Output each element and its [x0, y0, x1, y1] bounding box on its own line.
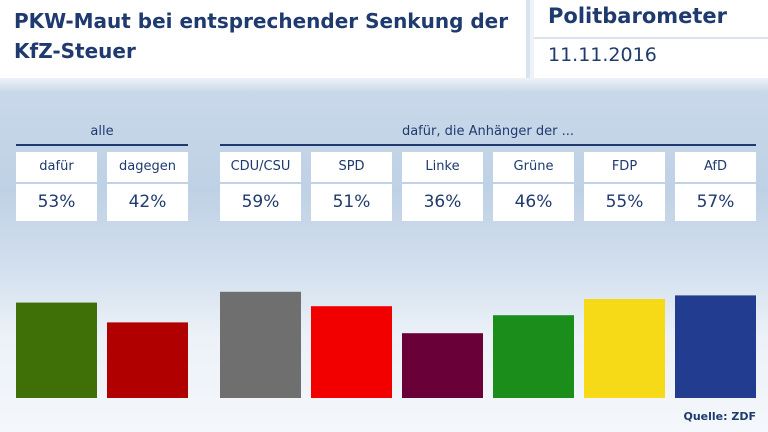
brand-panel: Politbarometer 11.11.2016	[534, 0, 768, 78]
value-label: 36%	[402, 184, 483, 221]
group-divider-parties	[220, 144, 756, 146]
value-card: AfD 57%	[675, 152, 756, 221]
value-label: 46%	[493, 184, 574, 221]
value-label: 42%	[107, 184, 188, 221]
category-label: dagegen	[107, 152, 188, 182]
bar	[584, 299, 665, 398]
category-label: CDU/CSU	[220, 152, 301, 182]
bar	[402, 333, 483, 398]
category-label: dafür	[16, 152, 97, 182]
category-label: Linke	[402, 152, 483, 182]
value-label: 53%	[16, 184, 97, 221]
bar	[16, 302, 97, 398]
category-label: Grüne	[493, 152, 574, 182]
group-divider-all	[16, 144, 188, 146]
source-note: Quelle: ZDF	[683, 410, 757, 423]
chart-title: PKW-Maut bei entsprechender Senkung der …	[14, 9, 509, 63]
category-label: SPD	[311, 152, 392, 182]
title-panel: PKW-Maut bei entsprechender Senkung der …	[0, 0, 530, 78]
bar	[493, 315, 574, 398]
value-card: SPD 51%	[311, 152, 392, 221]
category-label: FDP	[584, 152, 665, 182]
group-label-all: alle	[90, 124, 114, 139]
brand-divider	[534, 37, 768, 39]
value-card: dafür 53%	[16, 152, 97, 221]
bar	[107, 322, 188, 398]
value-card: CDU/CSU 59%	[220, 152, 301, 221]
bar	[675, 295, 756, 398]
value-label: 57%	[675, 184, 756, 221]
value-card: FDP 55%	[584, 152, 665, 221]
value-label: 51%	[311, 184, 392, 221]
category-label: AfD	[675, 152, 756, 182]
brand-name: Politbarometer	[548, 4, 728, 28]
value-card: Linke 36%	[402, 152, 483, 221]
value-card: dagegen 42%	[107, 152, 188, 221]
bar	[220, 291, 301, 398]
bar	[311, 306, 392, 398]
value-label: 59%	[220, 184, 301, 221]
header: PKW-Maut bei entsprechender Senkung der …	[0, 0, 768, 78]
value-card: Grüne 46%	[493, 152, 574, 221]
survey-date: 11.11.2016	[548, 44, 657, 66]
group-label-parties: dafür, die Anhänger der ...	[401, 124, 575, 139]
value-label: 55%	[584, 184, 665, 221]
